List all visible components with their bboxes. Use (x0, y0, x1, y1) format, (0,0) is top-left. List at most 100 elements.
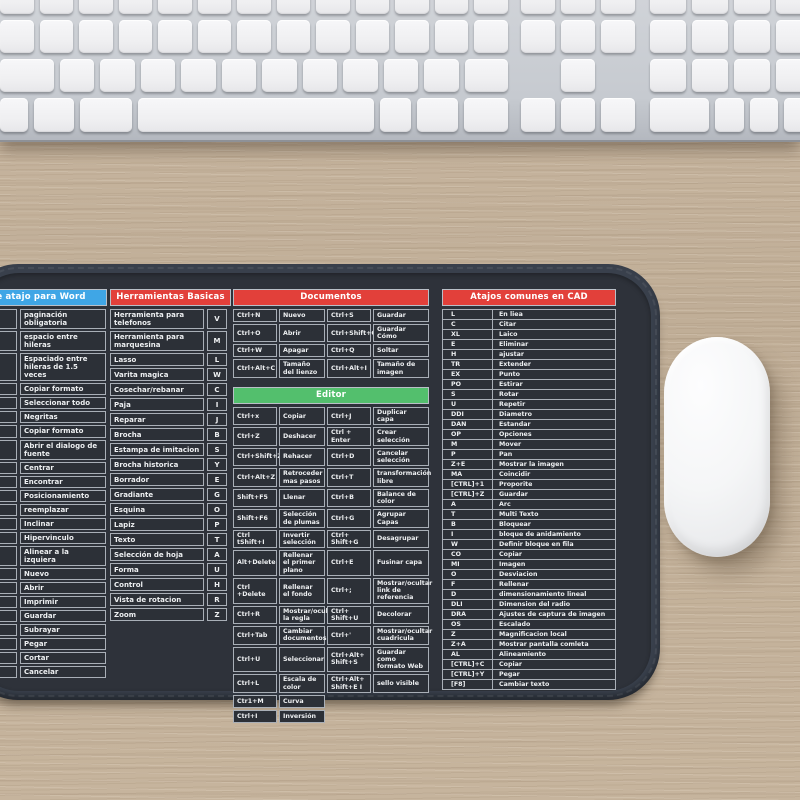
word-shortcut-label: Encontrar (20, 475, 106, 488)
keyboard-key (521, 0, 555, 14)
tool-key: O (207, 503, 227, 517)
documents-editor-column: Documentos Ctrl+N Nuevo Ctrl+S Guardar C… (233, 289, 432, 725)
keyboard-row (0, 0, 508, 14)
computer-mouse (664, 337, 770, 557)
cad-label: Alineamiento (499, 651, 547, 658)
tool-key: U (207, 563, 227, 577)
keyboard-key (650, 20, 686, 53)
cad-label: dimensionamiento lineal (499, 591, 587, 598)
cad-shortcut-row: PO Estirar (443, 380, 615, 390)
cad-key: PO (443, 380, 493, 389)
keyboard-key (561, 59, 595, 92)
keyboard-key (692, 0, 728, 14)
cad-shortcut-row: S Rotar (443, 390, 615, 400)
keyboard-key (79, 0, 113, 14)
document-key: Ctrl+Shift+C (327, 324, 376, 343)
editor-key: Ctrl+Z (233, 427, 277, 446)
editor-key: Ctrl+I (233, 709, 277, 723)
word-shortcut-row: reemplazar (0, 503, 107, 516)
basic-tools-rows: Herramienta para telefonos V Herramienta… (110, 309, 231, 622)
keyboard-key (118, 20, 153, 53)
keyboard-key (650, 59, 686, 92)
tool-shortcut-row: Esquina O (110, 503, 231, 517)
cad-shortcut-row: M Mover (443, 440, 615, 450)
word-shortcut-key (0, 331, 17, 352)
cad-key: [CTRL]+Y (443, 670, 493, 679)
cad-shortcut-row: B Bloquear (443, 520, 615, 530)
editor-shortcut-row: Ctrl+Tab Cambiar documentos Ctrl+' Mostr… (233, 626, 432, 645)
word-section-header: e atajo para Word (0, 289, 107, 306)
documents-rows: Ctrl+N Nuevo Ctrl+S Guardar Ctrl+O Abrir… (233, 309, 429, 378)
editor-key: Ctrl+D (327, 447, 371, 467)
cad-key: S (443, 390, 493, 399)
cad-label: Proporite (499, 481, 533, 488)
tool-label: Control (110, 578, 204, 592)
keyboard-key (197, 0, 232, 14)
keyboard-key (221, 59, 257, 92)
tool-key: V (207, 309, 227, 330)
cad-shortcut-row: D dimensionamiento lineal (443, 590, 615, 600)
tool-shortcut-row: Brocha B (110, 428, 231, 442)
tool-key: W (207, 368, 227, 382)
tool-shortcut-row: Control H (110, 578, 231, 592)
word-shortcut-label: Guardar (20, 610, 106, 623)
cad-key: B (443, 520, 493, 529)
word-shortcut-row: Abrir (0, 582, 107, 595)
cad-key: TR (443, 360, 493, 369)
document-shortcut-row: Ctrl+W Apagar Ctrl+Q Soltar (233, 344, 429, 358)
cad-shortcut-row: DAN Estandar (443, 420, 615, 430)
cad-label: Ajustes de captura de imagen (499, 611, 606, 618)
keyboard-key (521, 20, 555, 53)
editor-key: Ctrl+Tab (233, 626, 277, 645)
cad-key: M (443, 440, 493, 449)
editor-key: Shift+F6 (233, 509, 277, 528)
cad-label: Laico (499, 331, 518, 338)
keyboard-key (262, 59, 297, 92)
keyboard-key (734, 59, 770, 92)
cad-label: Multi Texto (499, 511, 539, 518)
cad-shortcut-row: DLI Dimension del radio (443, 600, 615, 610)
word-shortcut-key (0, 309, 17, 330)
tool-shortcut-row: Selección de hoja A (110, 548, 231, 562)
editor-label: Cambiar documentos (279, 626, 326, 645)
cad-label: Opciones (499, 431, 532, 438)
keyboard-key (316, 0, 350, 14)
editor-section: Editor Ctrl+x Copiar Ctrl+J Duplicar cap… (233, 386, 432, 723)
document-label: Apagar (279, 344, 325, 358)
editor-shortcut-row: Ctrl+Z Deshacer Ctrl + Enter Crear selec… (233, 427, 429, 446)
document-shortcut-row: Ctrl+Alt+C Tamaño del lienzo Ctrl+Alt+I … (233, 359, 429, 378)
cad-label: Cambiar texto (499, 681, 550, 688)
keyboard-section (650, 0, 800, 140)
document-key: Ctrl+Alt+C (233, 359, 277, 378)
cad-key: C (443, 320, 493, 329)
editor-shortcut-row: Ctrl+Alt+Z Retroceder mas pasos Ctrl+T t… (233, 468, 431, 487)
word-shortcut-key (0, 353, 17, 382)
keyboard-key (158, 0, 192, 14)
keyboard-row (650, 20, 800, 53)
tool-key: Z (207, 608, 227, 622)
editor-label: Rellenar el primer plano (279, 550, 325, 576)
keyboard-key (395, 20, 429, 53)
tool-key: C (207, 383, 227, 397)
tool-label: Varita magica (110, 368, 204, 382)
tool-label: Vista de rotacion (110, 593, 204, 607)
editor-key: Ctrl+Shift+Z (233, 447, 282, 467)
cad-label: Escalado (499, 621, 531, 628)
cad-key: Z (443, 630, 493, 639)
word-shortcut-label: Negritas (20, 411, 106, 424)
cad-key: EX (443, 370, 493, 379)
word-shortcut-row: Seleccionar todo (0, 397, 107, 410)
cad-label: Bloquear (499, 521, 531, 528)
word-shortcut-label: Hipervinculo (20, 531, 106, 544)
word-shortcut-key (0, 461, 17, 474)
tool-label: Estampa de imitacion (110, 443, 204, 457)
cad-shortcut-row: TR Extender (443, 360, 615, 370)
word-shortcut-key (0, 475, 17, 488)
tool-key: I (207, 398, 227, 412)
tool-shortcut-row: Borrador E (110, 473, 231, 487)
editor-label: Inversión (279, 709, 325, 723)
keyboard-key (734, 0, 770, 14)
tool-key: H (207, 578, 227, 592)
cad-key: OP (443, 430, 493, 439)
editor-key: Ctrl+T (327, 468, 371, 487)
